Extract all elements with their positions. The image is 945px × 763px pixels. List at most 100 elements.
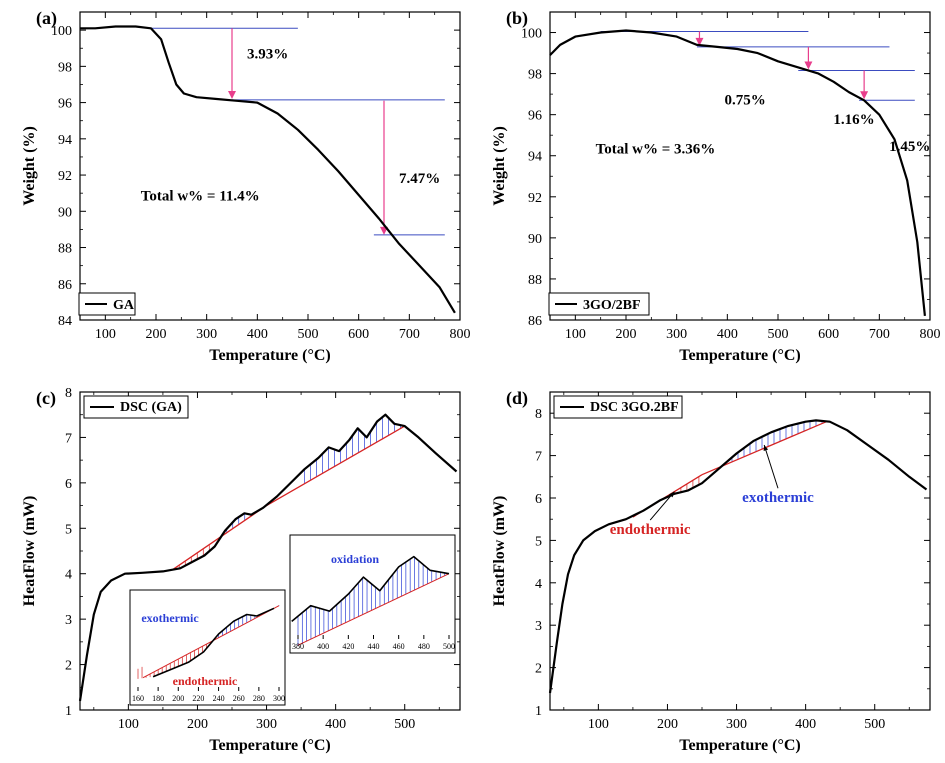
svg-text:240: 240 bbox=[213, 694, 225, 703]
svg-text:600: 600 bbox=[818, 327, 839, 342]
svg-text:7: 7 bbox=[535, 450, 542, 465]
svg-text:90: 90 bbox=[58, 205, 72, 220]
svg-text:6: 6 bbox=[535, 492, 542, 507]
svg-text:2: 2 bbox=[65, 659, 72, 674]
svg-text:300: 300 bbox=[666, 327, 687, 342]
svg-text:92: 92 bbox=[528, 191, 542, 206]
svg-text:HeatFlow (mW): HeatFlow (mW) bbox=[21, 496, 38, 607]
svg-text:GA: GA bbox=[113, 298, 135, 313]
svg-text:380: 380 bbox=[292, 642, 304, 651]
svg-text:2: 2 bbox=[535, 662, 542, 677]
svg-text:300: 300 bbox=[726, 717, 747, 732]
svg-text:400: 400 bbox=[247, 327, 268, 342]
svg-text:88: 88 bbox=[58, 242, 72, 257]
svg-text:(d): (d) bbox=[506, 388, 528, 409]
svg-text:500: 500 bbox=[394, 717, 415, 732]
svg-text:96: 96 bbox=[528, 109, 542, 124]
svg-text:260: 260 bbox=[233, 694, 245, 703]
svg-text:3: 3 bbox=[65, 613, 72, 628]
svg-text:endothermic: endothermic bbox=[610, 522, 691, 538]
panel-a: (a)1002003004005006007008008486889092949… bbox=[10, 0, 470, 370]
svg-text:92: 92 bbox=[58, 169, 72, 184]
panel-d: (d) 100 200 300 400 500 1 2 3 4 5 6 7 8 Temperature (°… bbox=[480, 380, 940, 760]
svg-text:300: 300 bbox=[196, 327, 217, 342]
svg-text:200: 200 bbox=[146, 327, 167, 342]
svg-text:400: 400 bbox=[325, 717, 346, 732]
svg-text:500: 500 bbox=[443, 642, 455, 651]
svg-text:8: 8 bbox=[535, 407, 542, 422]
svg-text:Temperature (°C): Temperature (°C) bbox=[209, 347, 330, 364]
svg-text:200: 200 bbox=[187, 717, 208, 732]
svg-text:800: 800 bbox=[450, 327, 471, 342]
svg-text:1: 1 bbox=[65, 704, 72, 719]
svg-text:4: 4 bbox=[65, 568, 72, 583]
svg-text:100: 100 bbox=[588, 717, 609, 732]
svg-text:700: 700 bbox=[869, 327, 890, 342]
svg-text:200: 200 bbox=[657, 717, 678, 732]
svg-text:500: 500 bbox=[768, 327, 789, 342]
panel-b: (b)1002003004005006007008008688909294969… bbox=[480, 0, 940, 370]
svg-text:700: 700 bbox=[399, 327, 420, 342]
svg-text:220: 220 bbox=[192, 694, 204, 703]
svg-text:100: 100 bbox=[565, 327, 586, 342]
svg-text:DSC (GA): DSC (GA) bbox=[120, 400, 182, 415]
svg-text:exothermic: exothermic bbox=[742, 490, 814, 506]
svg-text:440: 440 bbox=[368, 642, 380, 651]
svg-text:Temperature (°C): Temperature (°C) bbox=[209, 737, 330, 754]
svg-text:6: 6 bbox=[65, 477, 72, 492]
svg-text:200: 200 bbox=[616, 327, 637, 342]
svg-text:(c): (c) bbox=[36, 388, 56, 409]
svg-text:100: 100 bbox=[95, 327, 116, 342]
svg-text:endothermic: endothermic bbox=[173, 674, 238, 688]
svg-text:5: 5 bbox=[535, 534, 542, 549]
svg-text:Temperature (°C): Temperature (°C) bbox=[679, 737, 800, 754]
svg-text:1: 1 bbox=[535, 704, 542, 719]
svg-text:DSC 3GO.2BF: DSC 3GO.2BF bbox=[590, 400, 679, 415]
svg-text:4: 4 bbox=[535, 577, 542, 592]
svg-text:100: 100 bbox=[118, 717, 139, 732]
svg-text:300: 300 bbox=[273, 694, 285, 703]
svg-text:3.93%: 3.93% bbox=[247, 47, 288, 63]
svg-text:3: 3 bbox=[535, 619, 542, 634]
svg-text:8: 8 bbox=[65, 386, 72, 401]
svg-text:300: 300 bbox=[256, 717, 277, 732]
svg-text:90: 90 bbox=[528, 232, 542, 247]
svg-text:400: 400 bbox=[317, 642, 329, 651]
svg-text:98: 98 bbox=[58, 60, 72, 75]
svg-text:100: 100 bbox=[521, 27, 542, 42]
svg-text:800: 800 bbox=[920, 327, 941, 342]
svg-text:Weight (%): Weight (%) bbox=[491, 126, 508, 206]
svg-text:180: 180 bbox=[152, 694, 164, 703]
svg-text:1.16%: 1.16% bbox=[833, 112, 874, 128]
svg-text:500: 500 bbox=[864, 717, 885, 732]
svg-text:600: 600 bbox=[348, 327, 369, 342]
svg-text:86: 86 bbox=[528, 314, 542, 329]
svg-text:0.75%: 0.75% bbox=[724, 93, 765, 109]
svg-text:200: 200 bbox=[172, 694, 184, 703]
svg-text:280: 280 bbox=[253, 694, 265, 703]
svg-text:3GO/2BF: 3GO/2BF bbox=[583, 298, 641, 313]
svg-text:98: 98 bbox=[528, 68, 542, 83]
svg-text:84: 84 bbox=[58, 314, 72, 329]
svg-text:HeatFlow (mW): HeatFlow (mW) bbox=[491, 496, 508, 607]
svg-text:96: 96 bbox=[58, 97, 72, 112]
svg-text:exothermic: exothermic bbox=[141, 611, 199, 625]
panel-c: (c)10020030040050012345678Temperature (°… bbox=[10, 380, 470, 760]
svg-text:94: 94 bbox=[528, 150, 542, 165]
svg-text:Total w% = 11.4%: Total w% = 11.4% bbox=[141, 188, 260, 204]
svg-text:7.47%: 7.47% bbox=[399, 171, 440, 187]
svg-text:Temperature (°C): Temperature (°C) bbox=[679, 347, 800, 364]
svg-text:160: 160 bbox=[132, 694, 144, 703]
svg-text:Total w% = 3.36%: Total w% = 3.36% bbox=[596, 142, 716, 158]
svg-text:86: 86 bbox=[58, 278, 72, 293]
svg-text:400: 400 bbox=[717, 327, 738, 342]
svg-text:480: 480 bbox=[418, 642, 430, 651]
svg-text:420: 420 bbox=[342, 642, 354, 651]
svg-text:oxidation: oxidation bbox=[331, 552, 379, 566]
svg-text:400: 400 bbox=[795, 717, 816, 732]
svg-text:Weight (%): Weight (%) bbox=[21, 126, 38, 206]
svg-text:94: 94 bbox=[58, 133, 72, 148]
svg-text:100: 100 bbox=[51, 24, 72, 39]
svg-text:7: 7 bbox=[65, 431, 72, 446]
svg-text:460: 460 bbox=[393, 642, 405, 651]
